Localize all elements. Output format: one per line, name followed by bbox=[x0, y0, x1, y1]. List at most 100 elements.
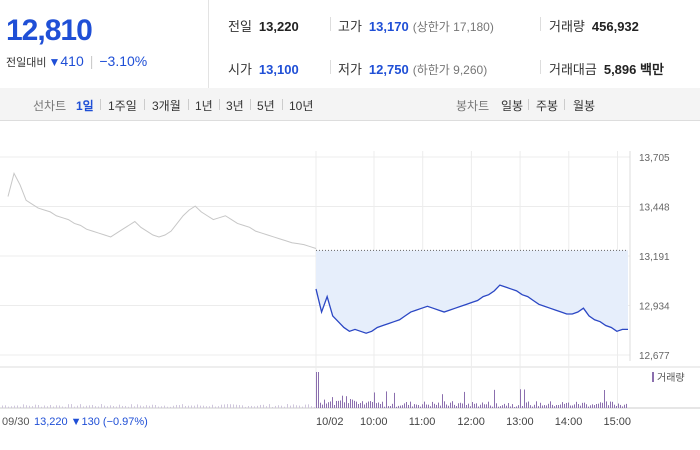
stat-value: 13,170 bbox=[368, 19, 409, 34]
volume-bar bbox=[598, 403, 599, 408]
volume-bar bbox=[444, 401, 445, 408]
volume-bar bbox=[212, 404, 213, 408]
volume-bar bbox=[53, 406, 54, 408]
volume-bar bbox=[494, 389, 495, 408]
volume-bar bbox=[564, 403, 565, 408]
volume-bars bbox=[2, 372, 627, 408]
volume-bar bbox=[113, 406, 114, 408]
x-axis-ticks: 10/02 10:00 11:00 12:00 13:00 14:00 15:00 bbox=[316, 416, 631, 428]
volume-bar bbox=[342, 395, 343, 408]
tab-1-year[interactable]: 1년 bbox=[195, 99, 213, 113]
volume-bar bbox=[490, 405, 491, 408]
volume-bar bbox=[574, 404, 575, 408]
volume-bar bbox=[558, 405, 559, 408]
volume-bar bbox=[296, 405, 297, 408]
tab-3-years[interactable]: 3년 bbox=[226, 99, 244, 113]
volume-bar bbox=[586, 404, 587, 408]
tab-5-years[interactable]: 5년 bbox=[257, 99, 275, 113]
volume-bar bbox=[606, 401, 607, 408]
volume-bar bbox=[472, 402, 473, 408]
x-tick-label: 10:00 bbox=[360, 416, 388, 428]
volume-bar bbox=[179, 405, 180, 408]
prev-day-value: 13,220 bbox=[34, 416, 68, 428]
volume-bar bbox=[68, 404, 69, 408]
volume-bar bbox=[384, 406, 385, 408]
stat-turnover: 거래대금 5,896 백만 bbox=[549, 59, 664, 78]
tab-monthly-candle[interactable]: 월봉 bbox=[573, 99, 596, 113]
volume-bar bbox=[474, 403, 475, 408]
volume-bar bbox=[344, 402, 345, 408]
volume-bar bbox=[236, 404, 237, 408]
stat-label: 거래량 bbox=[549, 19, 585, 34]
volume-bar bbox=[137, 404, 138, 408]
x-tick-label: 14:00 bbox=[555, 416, 583, 428]
volume-bar bbox=[364, 404, 365, 408]
tab-10-years[interactable]: 10년 bbox=[289, 99, 314, 113]
volume-bar bbox=[83, 406, 84, 408]
lower-limit-value: 9,260 bbox=[453, 63, 484, 77]
tab-1-day[interactable]: 1일 bbox=[76, 99, 94, 113]
tab-weekly-candle[interactable]: 주봉 bbox=[536, 99, 559, 113]
volume-bar bbox=[336, 400, 337, 408]
tab-daily-candle[interactable]: 일봉 bbox=[501, 99, 524, 113]
lower-limit-label: 하한가 bbox=[416, 63, 450, 77]
divider bbox=[540, 60, 541, 74]
volume-bar bbox=[446, 404, 447, 408]
tab-3-months[interactable]: 3개월 bbox=[152, 99, 181, 113]
volume-bar bbox=[390, 405, 391, 408]
volume-bar bbox=[330, 401, 331, 408]
down-triangle-icon: ▼ bbox=[48, 55, 61, 69]
volume-bar bbox=[590, 405, 591, 408]
prev-day-date: 09/30 bbox=[2, 416, 30, 428]
volume-bar bbox=[167, 406, 168, 408]
volume-bar bbox=[26, 405, 27, 408]
volume-bar bbox=[101, 404, 102, 408]
volume-bar bbox=[562, 402, 563, 408]
volume-bar bbox=[458, 403, 459, 408]
volume-bar bbox=[594, 405, 595, 408]
volume-bar bbox=[546, 405, 547, 408]
divider: | bbox=[89, 53, 94, 69]
volume-bar bbox=[578, 404, 579, 408]
change-percent: −3.10% bbox=[99, 53, 148, 69]
volume-bar bbox=[520, 389, 521, 408]
volume-bar bbox=[316, 372, 317, 408]
volume-bar bbox=[542, 405, 543, 408]
volume-bar bbox=[242, 405, 243, 408]
volume-bar bbox=[140, 405, 141, 408]
volume-bar bbox=[29, 405, 30, 408]
volume-bar bbox=[548, 403, 549, 408]
volume-bar bbox=[302, 406, 303, 408]
y-tick-label: 12,677 bbox=[639, 351, 670, 362]
volume-bar bbox=[152, 404, 153, 408]
x-tick-label: 13:00 bbox=[506, 416, 534, 428]
volume-bar bbox=[462, 403, 463, 408]
volume-bar bbox=[32, 406, 33, 408]
volume-bar bbox=[420, 406, 421, 408]
stat-low: 저가 12,750 (하한가 9,260) bbox=[338, 62, 488, 77]
volume-bar bbox=[77, 405, 78, 408]
volume-bar bbox=[362, 401, 363, 408]
volume-bar bbox=[566, 402, 567, 408]
volume-bar bbox=[125, 405, 126, 408]
stat-value: 5,896 bbox=[603, 62, 637, 77]
volume-bar bbox=[263, 404, 264, 408]
tab-1-week[interactable]: 1주일 bbox=[108, 99, 137, 113]
volume-bar bbox=[221, 404, 222, 408]
volume-bar bbox=[23, 404, 24, 408]
volume-bar bbox=[378, 402, 379, 408]
volume-bar bbox=[332, 397, 333, 408]
volume-bar bbox=[484, 404, 485, 408]
volume-bar bbox=[596, 404, 597, 408]
volume-bar bbox=[406, 402, 407, 408]
volume-bar bbox=[35, 404, 36, 408]
volume-bar bbox=[582, 402, 583, 408]
volume-bar bbox=[526, 402, 527, 408]
stat-value: 13,220 bbox=[258, 19, 299, 34]
stat-volume: 거래량 456,932 bbox=[549, 16, 639, 35]
volume-bar bbox=[464, 391, 465, 408]
volume-bar bbox=[314, 406, 315, 408]
prev-day-summary: 13,220 ▼130 (−0.97%) bbox=[34, 416, 148, 428]
volume-bar bbox=[550, 401, 551, 408]
volume-bar bbox=[278, 405, 279, 408]
